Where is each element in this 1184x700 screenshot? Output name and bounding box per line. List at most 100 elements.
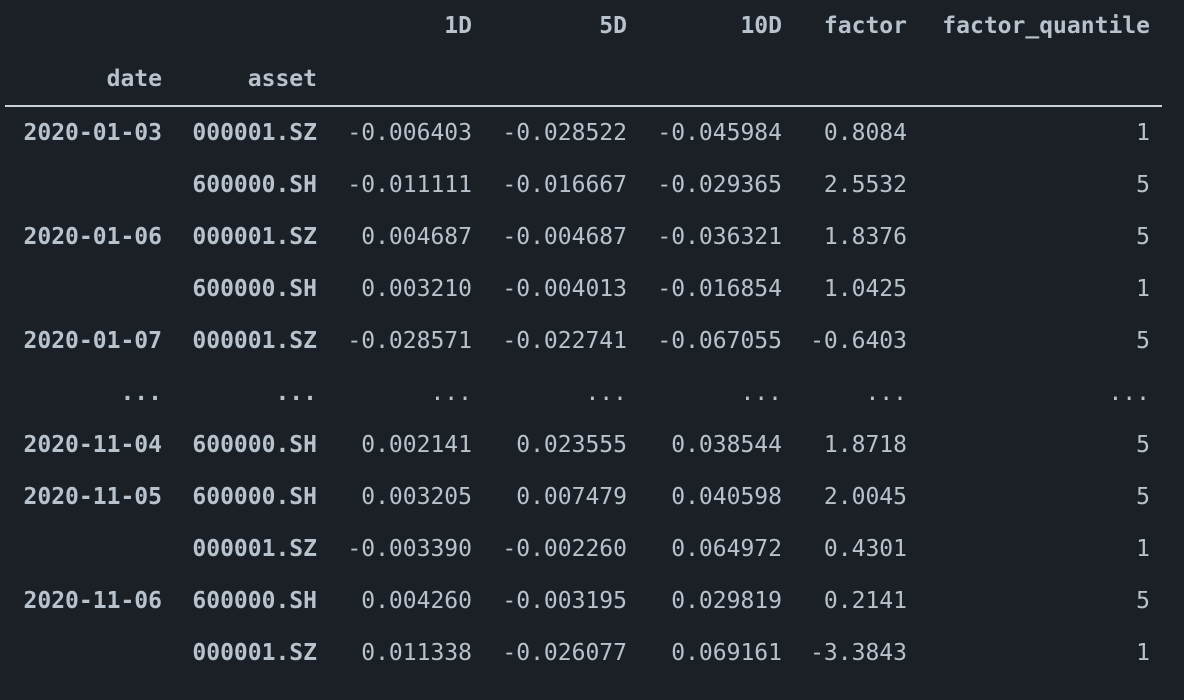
row-index-date: ... (120, 380, 162, 406)
table-row: 000001.SZ 0.011338 -0.026077 0.069161 -3.384… (5, 627, 1162, 679)
cell-5d: -0.004687 (502, 224, 627, 250)
column-header-5d: 5D (599, 13, 627, 39)
cell-1d: ... (430, 380, 472, 406)
row-index-asset: 600000.SH (192, 588, 317, 614)
index-name-blank (639, 52, 794, 107)
index-name-blank (484, 52, 639, 107)
cell-1d: 0.002141 (361, 432, 472, 458)
cell-factor-quantile: 5 (1136, 588, 1150, 614)
table-row: 000001.SZ -0.003390 -0.002260 0.064972 0.430… (5, 523, 1162, 575)
header-spacer-date (5, 0, 174, 52)
row-index-date: 2020-11-04 (23, 432, 162, 458)
cell-10d: -0.036321 (657, 224, 782, 250)
column-header-row: 1D 5D 10D factor factor_quantile (5, 0, 1162, 52)
row-index-asset: 600000.SH (192, 172, 317, 198)
index-name-date: date (5, 52, 174, 107)
cell-factor: 0.2141 (823, 588, 907, 614)
row-index-asset: 000001.SZ (192, 120, 317, 146)
row-index-date: 2020-01-06 (23, 224, 162, 250)
cell-factor: 0.8084 (823, 120, 907, 146)
cell-1d: -0.006403 (347, 120, 472, 146)
column-header-factor: factor (823, 13, 907, 39)
table-row: 600000.SH -0.011111 -0.016667 -0.029365 2.55… (5, 159, 1162, 211)
cell-5d: -0.003195 (502, 588, 627, 614)
cell-factor: 2.0045 (823, 484, 907, 510)
cell-factor-quantile: 1 (1136, 536, 1150, 562)
cell-factor-quantile: 5 (1136, 484, 1150, 510)
index-name-blank (919, 52, 1162, 107)
cell-5d: -0.022741 (502, 328, 627, 354)
cell-factor-quantile: 1 (1136, 120, 1150, 146)
cell-factor-quantile: 1 (1136, 640, 1150, 666)
cell-5d: -0.004013 (502, 276, 627, 302)
table-row: 2020-01-07 000001.SZ -0.028571 -0.022741 -0.… (5, 315, 1162, 367)
row-index-date: 2020-01-07 (23, 328, 162, 354)
table-row: 2020-11-05 600000.SH 0.003205 0.007479 0.040… (5, 471, 1162, 523)
cell-10d: 0.069161 (671, 640, 782, 666)
row-index-date (5, 627, 174, 679)
cell-10d: ... (740, 380, 782, 406)
row-index-asset: 600000.SH (192, 276, 317, 302)
table-row: 2020-11-06 600000.SH 0.004260 -0.003195 0.02… (5, 575, 1162, 627)
cell-10d: -0.029365 (657, 172, 782, 198)
row-index-date: 2020-11-05 (23, 484, 162, 510)
index-name-asset: asset (174, 52, 329, 107)
cell-5d: ... (585, 380, 627, 406)
cell-factor-quantile: 5 (1136, 328, 1150, 354)
table-row: 2020-01-06 000001.SZ 0.004687 -0.004687 -0.0… (5, 211, 1162, 263)
cell-factor: 0.4301 (823, 536, 907, 562)
cell-5d: -0.002260 (502, 536, 627, 562)
column-header-1d: 1D (444, 13, 472, 39)
row-index-date: 2020-01-03 (23, 120, 162, 146)
cell-10d: -0.045984 (657, 120, 782, 146)
table-body: 2020-01-03 000001.SZ -0.006403 -0.028522 -0.… (5, 106, 1162, 679)
cell-1d: 0.011338 (361, 640, 472, 666)
row-index-asset: 000001.SZ (192, 224, 317, 250)
cell-1d: 0.004260 (361, 588, 472, 614)
row-index-asset: ... (275, 380, 317, 406)
cell-5d: -0.026077 (502, 640, 627, 666)
cell-factor: ... (865, 380, 907, 406)
cell-1d: -0.028571 (347, 328, 472, 354)
table-header: 1D 5D 10D factor factor_quantile date as… (5, 0, 1162, 107)
dataframe-table: 1D 5D 10D factor factor_quantile date as… (5, 0, 1162, 679)
cell-factor: -0.6403 (810, 328, 907, 354)
index-name-row: date asset (5, 52, 1162, 107)
row-index-date (5, 263, 174, 315)
cell-factor-quantile: 5 (1136, 432, 1150, 458)
row-index-asset: 600000.SH (192, 432, 317, 458)
cell-10d: 0.029819 (671, 588, 782, 614)
cell-factor-quantile: ... (1108, 380, 1150, 406)
cell-10d: 0.038544 (671, 432, 782, 458)
cell-factor: 2.5532 (823, 172, 907, 198)
row-index-date (5, 523, 174, 575)
cell-5d: -0.028522 (502, 120, 627, 146)
cell-factor-quantile: 5 (1136, 172, 1150, 198)
index-name-blank (329, 52, 484, 107)
column-header-10d: 10D (740, 13, 782, 39)
row-index-asset: 600000.SH (192, 484, 317, 510)
column-header-factor-quantile: factor_quantile (942, 13, 1150, 39)
cell-factor: 1.8376 (823, 224, 907, 250)
cell-1d: 0.003205 (361, 484, 472, 510)
cell-5d: 0.007479 (516, 484, 627, 510)
cell-10d: 0.064972 (671, 536, 782, 562)
cell-1d: 0.003210 (361, 276, 472, 302)
cell-factor-quantile: 1 (1136, 276, 1150, 302)
table-row: ..................... (5, 367, 1162, 419)
cell-10d: -0.067055 (657, 328, 782, 354)
table-row: 2020-11-04 600000.SH 0.002141 0.023555 0.038… (5, 419, 1162, 471)
row-index-asset: 000001.SZ (192, 328, 317, 354)
row-index-asset: 000001.SZ (192, 640, 317, 666)
cell-10d: -0.016854 (657, 276, 782, 302)
cell-1d: -0.003390 (347, 536, 472, 562)
header-spacer-asset (174, 0, 329, 52)
cell-factor-quantile: 5 (1136, 224, 1150, 250)
dataframe-output: 1D 5D 10D factor factor_quantile date as… (5, 0, 1166, 679)
table-row: 600000.SH 0.003210 -0.004013 -0.016854 1.042… (5, 263, 1162, 315)
row-index-date: 2020-11-06 (23, 588, 162, 614)
cell-factor: 1.0425 (823, 276, 907, 302)
row-index-asset: 000001.SZ (192, 536, 317, 562)
index-name-blank (794, 52, 919, 107)
cell-5d: -0.016667 (502, 172, 627, 198)
